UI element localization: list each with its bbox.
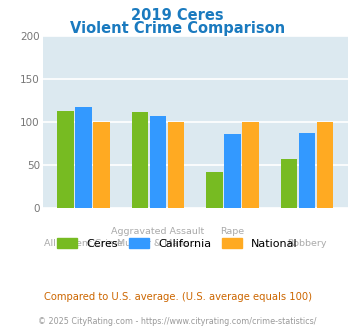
Bar: [317, 122, 333, 208]
Bar: [93, 122, 110, 208]
Bar: [242, 122, 258, 208]
Text: Robbery: Robbery: [287, 239, 327, 248]
Text: Violent Crime Comparison: Violent Crime Comparison: [70, 21, 285, 36]
Text: Compared to U.S. average. (U.S. average equals 100): Compared to U.S. average. (U.S. average …: [44, 292, 311, 302]
Text: 2019 Ceres: 2019 Ceres: [131, 8, 224, 23]
Text: Aggravated Assault: Aggravated Assault: [111, 227, 204, 236]
Text: © 2025 CityRating.com - https://www.cityrating.com/crime-statistics/: © 2025 CityRating.com - https://www.city…: [38, 317, 317, 326]
Bar: [206, 172, 223, 208]
Bar: [299, 133, 315, 208]
Bar: [75, 107, 92, 208]
Bar: [150, 116, 166, 208]
Text: Murder & Mans...: Murder & Mans...: [118, 239, 199, 248]
Bar: [224, 134, 241, 208]
Text: Rape: Rape: [220, 227, 245, 236]
Text: All Violent Crime: All Violent Crime: [44, 239, 123, 248]
Legend: Ceres, California, National: Ceres, California, National: [53, 234, 302, 253]
Bar: [281, 159, 297, 208]
Bar: [132, 112, 148, 208]
Bar: [58, 111, 74, 208]
Bar: [168, 122, 184, 208]
